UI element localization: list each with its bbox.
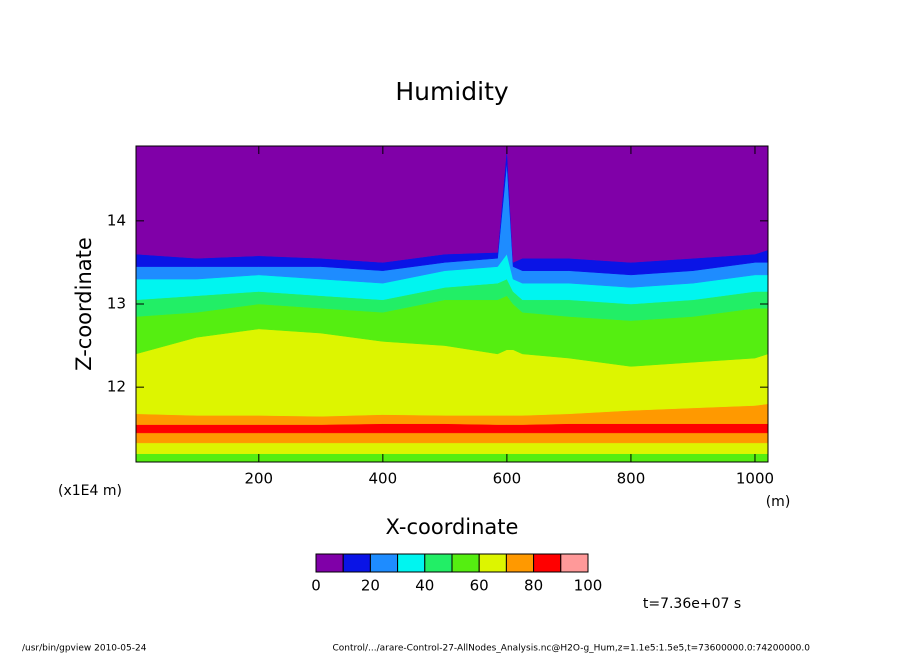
x-unit: (m) — [766, 494, 791, 510]
x-tick-label: 1000 — [736, 470, 774, 488]
colorbar-label: 20 — [361, 577, 380, 595]
contour-band — [135, 442, 769, 454]
colorbar-swatch — [315, 553, 344, 573]
y-tick-label: 12 — [107, 378, 126, 396]
y-tick-label: 14 — [107, 211, 126, 229]
colorbar-label: 60 — [470, 577, 489, 595]
colorbar-label: 100 — [574, 577, 603, 595]
footer-right: Control/.../arare-Control-27-AllNodes_An… — [332, 644, 810, 654]
footer-left: /usr/bin/gpview 2010-05-24 — [22, 644, 147, 654]
colorbar-swatch — [533, 553, 562, 573]
x-tick-label: 400 — [369, 470, 398, 488]
colorbar-label: 0 — [311, 577, 321, 595]
y-unit: (x1E4 m) — [58, 483, 122, 499]
colorbar-swatch — [451, 553, 480, 573]
colorbar-label: 40 — [415, 577, 434, 595]
chart-title: Humidity — [395, 77, 509, 106]
contour-band — [135, 432, 769, 444]
contour-band — [135, 145, 769, 263]
x-tick-label: 600 — [493, 470, 522, 488]
colorbar-swatch — [505, 553, 535, 573]
colorbar-swatch — [478, 553, 507, 573]
colorbar-swatch — [397, 553, 426, 573]
colorbar-swatch — [369, 553, 399, 573]
contour-band — [135, 423, 769, 434]
colorbar-swatch — [342, 553, 371, 573]
y-tick-label: 13 — [107, 295, 126, 313]
colorbar-swatch — [424, 553, 453, 573]
contour-band — [135, 453, 769, 463]
x-axis-label: X-coordinate — [386, 515, 519, 539]
time-annotation: t=7.36e+07 s — [643, 596, 741, 612]
y-axis-label: Z-coordinate — [72, 237, 96, 371]
x-tick-label: 200 — [244, 470, 273, 488]
x-tick-label: 800 — [617, 470, 646, 488]
colorbar-swatch — [560, 553, 589, 573]
colorbar-label: 80 — [524, 577, 543, 595]
